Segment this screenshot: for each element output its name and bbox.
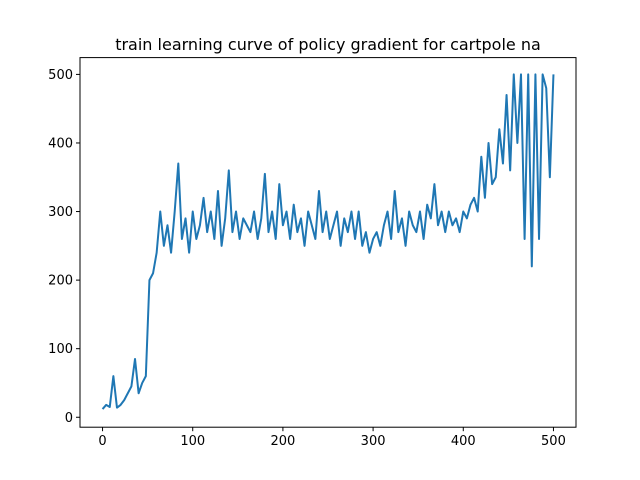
x-tick-label: 100: [180, 434, 205, 449]
x-tick-label: 200: [270, 434, 295, 449]
y-tick-label: 300: [48, 205, 73, 220]
y-tick-label: 200: [48, 274, 73, 289]
chart-title: train learning curve of policy gradient …: [115, 35, 541, 54]
y-tick-label: 500: [48, 68, 73, 83]
data-line: [101, 73, 555, 410]
y-tick-label: 0: [65, 411, 73, 426]
x-tick-label: 300: [361, 434, 386, 449]
x-tick-label: 0: [98, 434, 106, 449]
y-tick-label: 100: [48, 342, 73, 357]
axes-frame: [79, 57, 577, 428]
x-tick-label: 500: [541, 434, 566, 449]
x-tick-label: 400: [451, 434, 476, 449]
y-tick-label: 400: [48, 136, 73, 151]
